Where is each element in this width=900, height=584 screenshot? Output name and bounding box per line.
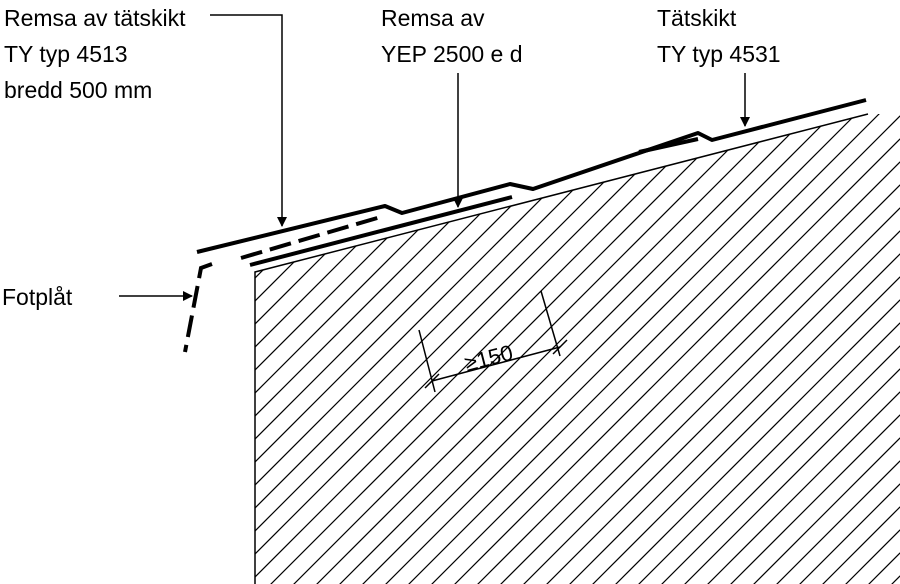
yep-strip <box>249 195 513 267</box>
membrane-top-layer <box>196 98 867 254</box>
label-strip-membrane-line2: TY typ 4513 <box>4 41 128 67</box>
hatch-line <box>873 114 900 584</box>
hatch-line <box>255 114 494 584</box>
label-membrane-line2: TY typ 4531 <box>657 41 781 67</box>
hatch-line <box>255 114 839 584</box>
hatch-line <box>620 114 900 584</box>
hatch-line <box>689 114 900 584</box>
label-strip-yep: Remsa av YEP 2500 e d <box>381 0 523 72</box>
hatch-line <box>255 114 724 584</box>
hatch-line <box>255 114 701 584</box>
hatch-line <box>255 114 900 584</box>
label-membrane: Tätskikt TY typ 4531 <box>657 0 781 72</box>
hatch-line <box>255 114 517 584</box>
foot-plate <box>183 262 213 353</box>
membrane-overlap-strip <box>638 137 699 154</box>
label-strip-membrane-line1: Remsa av tätskikt <box>4 5 186 31</box>
hatch-line <box>255 114 655 584</box>
hatch-line <box>255 114 770 584</box>
hatch-line <box>275 114 900 584</box>
leader-strip-membrane <box>210 14 287 227</box>
hatch-line <box>643 114 900 584</box>
hatch-line <box>367 114 900 584</box>
hatch-line <box>321 114 900 584</box>
hatch-line <box>255 114 900 584</box>
substrate-hatching <box>255 114 900 584</box>
hatch-line <box>413 114 900 584</box>
hatch-line <box>255 114 747 584</box>
hatch-line <box>255 114 609 584</box>
hatch-line <box>482 114 900 584</box>
membrane-strip-dashed <box>240 214 385 260</box>
hatch-line <box>344 114 900 584</box>
label-membrane-line1: Tätskikt <box>657 5 737 31</box>
hatch-line <box>574 114 900 584</box>
label-strip-yep-line1: Remsa av <box>381 5 485 31</box>
hatch-line <box>390 114 900 584</box>
hatch-line <box>255 114 816 584</box>
hatch-line <box>255 114 862 584</box>
hatch-line <box>735 114 900 584</box>
hatch-line <box>597 114 900 584</box>
hatch-line <box>436 114 900 584</box>
dimension-marker <box>418 290 568 393</box>
hatch-line <box>255 114 900 584</box>
hatch-line <box>255 114 563 584</box>
hatch-line <box>255 114 885 584</box>
hatch-line <box>505 114 900 584</box>
hatch-line <box>298 114 900 584</box>
label-strip-membrane: Remsa av tätskikt TY typ 4513 bredd 500 … <box>4 0 186 108</box>
hatch-line <box>255 114 793 584</box>
hatch-line <box>255 114 678 584</box>
label-strip-membrane-line3: bredd 500 mm <box>4 77 153 103</box>
substrate-outline <box>254 113 869 584</box>
hatch-line <box>459 114 900 584</box>
label-fotplat: Fotplåt <box>2 284 73 310</box>
label-strip-yep-line2: YEP 2500 e d <box>381 41 523 67</box>
hatch-line <box>528 114 900 584</box>
